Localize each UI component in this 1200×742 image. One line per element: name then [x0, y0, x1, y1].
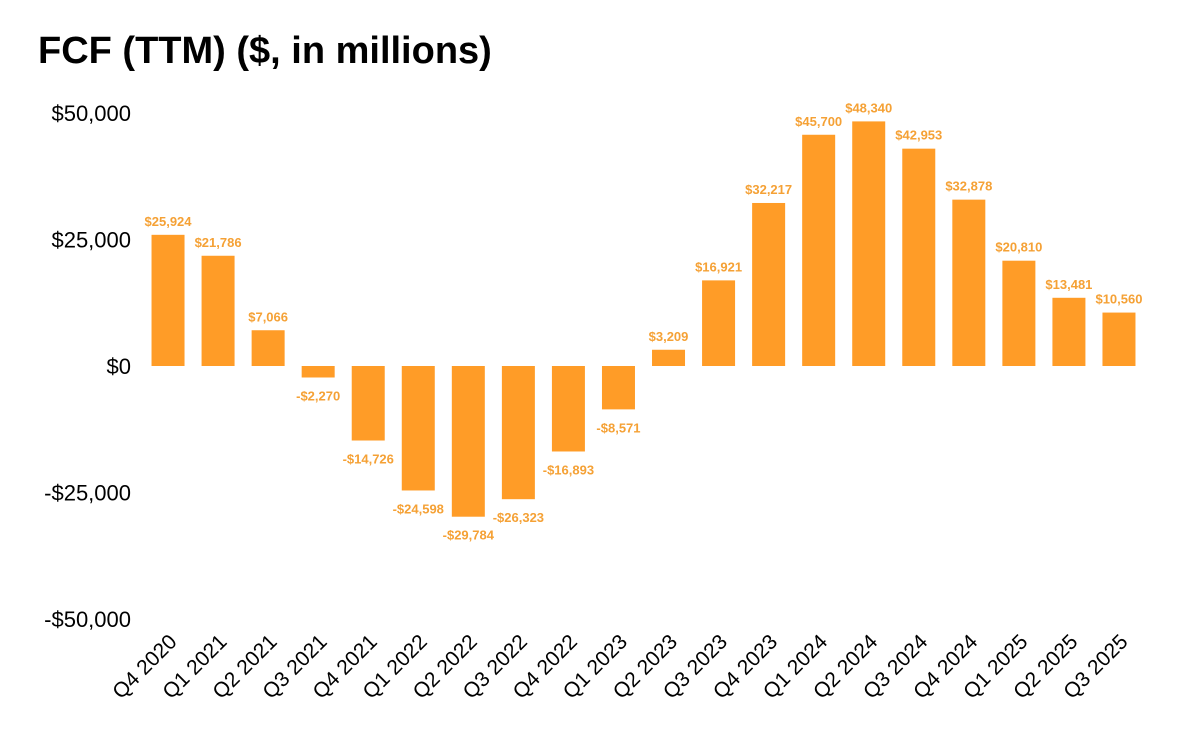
- bar: [351, 366, 385, 441]
- bar: [601, 366, 635, 410]
- data-label: $20,810: [995, 240, 1042, 255]
- data-label: -$2,270: [296, 388, 340, 403]
- bar: [551, 366, 585, 452]
- y-tick-label: -$50,000: [44, 607, 131, 632]
- bar: [752, 202, 786, 366]
- data-label: $32,878: [945, 179, 992, 194]
- data-label: -$26,323: [493, 510, 544, 525]
- data-label: -$8,571: [596, 420, 640, 435]
- data-label: $3,209: [649, 329, 689, 344]
- data-label: $21,786: [195, 235, 242, 250]
- data-label: $25,924: [145, 214, 193, 229]
- bar: [1002, 260, 1036, 366]
- bar: [902, 148, 936, 366]
- data-label: -$29,784: [443, 528, 495, 543]
- data-labels: $25,924$21,786 $7,066 -$2,270 -$14,726 -$24,…: [145, 100, 1143, 542]
- bar: [852, 121, 886, 367]
- data-label: -$24,598: [393, 501, 444, 516]
- bar: [702, 280, 736, 366]
- bar: [151, 234, 185, 366]
- data-label: -$16,893: [543, 462, 594, 477]
- data-label: $45,700: [795, 114, 842, 129]
- data-label: $32,217: [745, 182, 792, 197]
- bar: [1052, 297, 1086, 366]
- y-tick-label: $50,000: [51, 101, 131, 126]
- bar: [301, 366, 335, 378]
- data-label: $42,953: [895, 128, 942, 143]
- bar: [1102, 312, 1136, 366]
- data-label: $7,066: [248, 309, 288, 324]
- y-axis: $50,000 $25,000 $0 -$25,000 -$50,000: [44, 101, 131, 632]
- data-label: $13,481: [1045, 277, 1092, 292]
- y-tick-label: $25,000: [51, 228, 131, 253]
- y-tick-label: -$25,000: [44, 481, 131, 506]
- chart-title: FCF (TTM) ($, in millions): [38, 30, 492, 72]
- y-tick-label: $0: [107, 354, 131, 379]
- bar: [501, 366, 535, 500]
- data-label: $48,340: [845, 100, 892, 115]
- bar: [251, 330, 285, 366]
- bar: [802, 134, 836, 366]
- bar: [201, 255, 235, 366]
- bar: [652, 349, 686, 366]
- data-label: $10,560: [1095, 292, 1142, 307]
- bar: [401, 366, 435, 491]
- bar: [952, 199, 986, 366]
- data-label: -$14,726: [343, 452, 394, 467]
- bars: [151, 121, 1136, 517]
- bar: [451, 366, 485, 517]
- data-label: $16,921: [695, 259, 742, 274]
